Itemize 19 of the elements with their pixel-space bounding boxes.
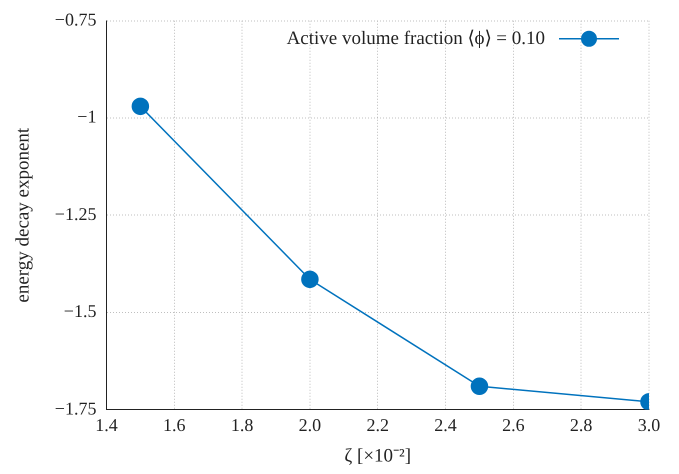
x-tick-label: 1.6 <box>163 415 186 436</box>
y-axis-title: energy decay exponent <box>12 127 34 303</box>
y-tick-label: −1.5 <box>64 301 96 322</box>
point <box>132 98 150 116</box>
x-tick-label: 2.0 <box>298 415 322 436</box>
x-tick-label: 2.8 <box>570 415 592 436</box>
y-tick-label: −1.75 <box>54 398 96 418</box>
x-tick-label: 1.4 <box>95 415 118 436</box>
x-tick-label: 2.6 <box>502 415 525 436</box>
point <box>301 270 319 288</box>
x-tick-label: 2.2 <box>366 415 389 436</box>
x-axis-title: ζ [×10⁻²] <box>344 446 412 467</box>
legend-label: Active volume fraction ⟨ϕ⟩ = 0.10 <box>286 28 546 49</box>
x-tick-label: 3.0 <box>638 415 660 436</box>
y-tick-label: −1 <box>77 106 96 127</box>
x-tick-label: 1.8 <box>230 415 254 436</box>
y-tick-label: −0.75 <box>54 10 96 30</box>
y-tick-label: −1.25 <box>54 204 96 224</box>
x-tick-label: 2.4 <box>434 415 457 436</box>
